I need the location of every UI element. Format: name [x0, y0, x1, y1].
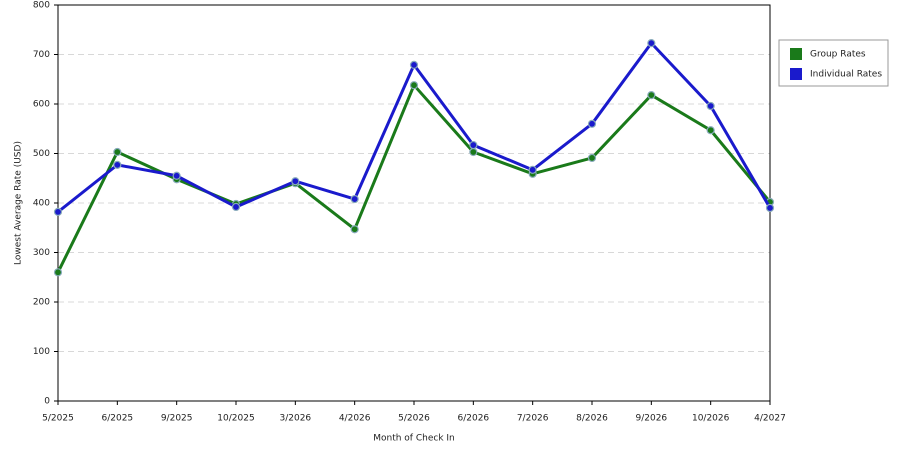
y-tick-label: 800 — [33, 1, 50, 11]
x-tick-label: 7/2026 — [517, 414, 549, 424]
x-tick-label: 5/2026 — [398, 414, 430, 424]
point — [53, 268, 63, 277]
y-tick-label: 100 — [33, 347, 50, 357]
point — [291, 177, 300, 186]
point — [647, 39, 656, 48]
point — [172, 171, 181, 180]
y-tick-label: 400 — [33, 199, 50, 209]
y-tick-label: 700 — [33, 50, 50, 60]
x-tick-label: 10/2026 — [692, 414, 730, 424]
y-tick-label: 200 — [33, 298, 50, 308]
legend-swatch — [790, 68, 802, 80]
point — [469, 147, 478, 157]
point — [350, 225, 359, 234]
y-tick-label: 300 — [33, 248, 50, 258]
x-tick-label: 3/2026 — [279, 414, 311, 424]
x-axis-label: Month of Check In — [373, 434, 455, 444]
legend-label: Individual Rates — [810, 70, 882, 80]
point — [647, 90, 656, 100]
x-tick-label: 6/2025 — [101, 414, 133, 424]
line — [56, 83, 772, 273]
x-tick-label: 5/2025 — [42, 414, 74, 424]
x-tick-label: 4/2027 — [754, 414, 786, 424]
x-tick-label: 6/2026 — [457, 414, 489, 424]
legend-label: Group Rates — [810, 50, 866, 60]
point — [587, 153, 597, 163]
point — [350, 194, 359, 204]
point — [469, 140, 478, 150]
point — [409, 60, 419, 69]
y-tick-label: 600 — [33, 100, 50, 110]
point — [587, 119, 597, 128]
y-tick-label: 500 — [33, 149, 50, 159]
x-tick-label: 4/2026 — [339, 414, 371, 424]
point — [706, 126, 715, 135]
y-axis-label: Lowest Average Rate (USD) — [14, 141, 24, 265]
point — [53, 207, 63, 217]
x-tick-label: 8/2026 — [576, 414, 608, 424]
point — [409, 81, 419, 90]
point — [113, 160, 122, 169]
x-tick-label: 10/2025 — [217, 414, 254, 424]
point — [706, 101, 715, 111]
point — [765, 203, 775, 213]
x-tick-label: 9/2025 — [161, 414, 193, 424]
x-tick-label: 9/2026 — [635, 414, 667, 424]
point — [528, 165, 537, 174]
y-tick-label: 0 — [44, 397, 50, 407]
point — [113, 147, 122, 157]
point — [231, 202, 241, 212]
legend-swatch — [790, 48, 802, 60]
